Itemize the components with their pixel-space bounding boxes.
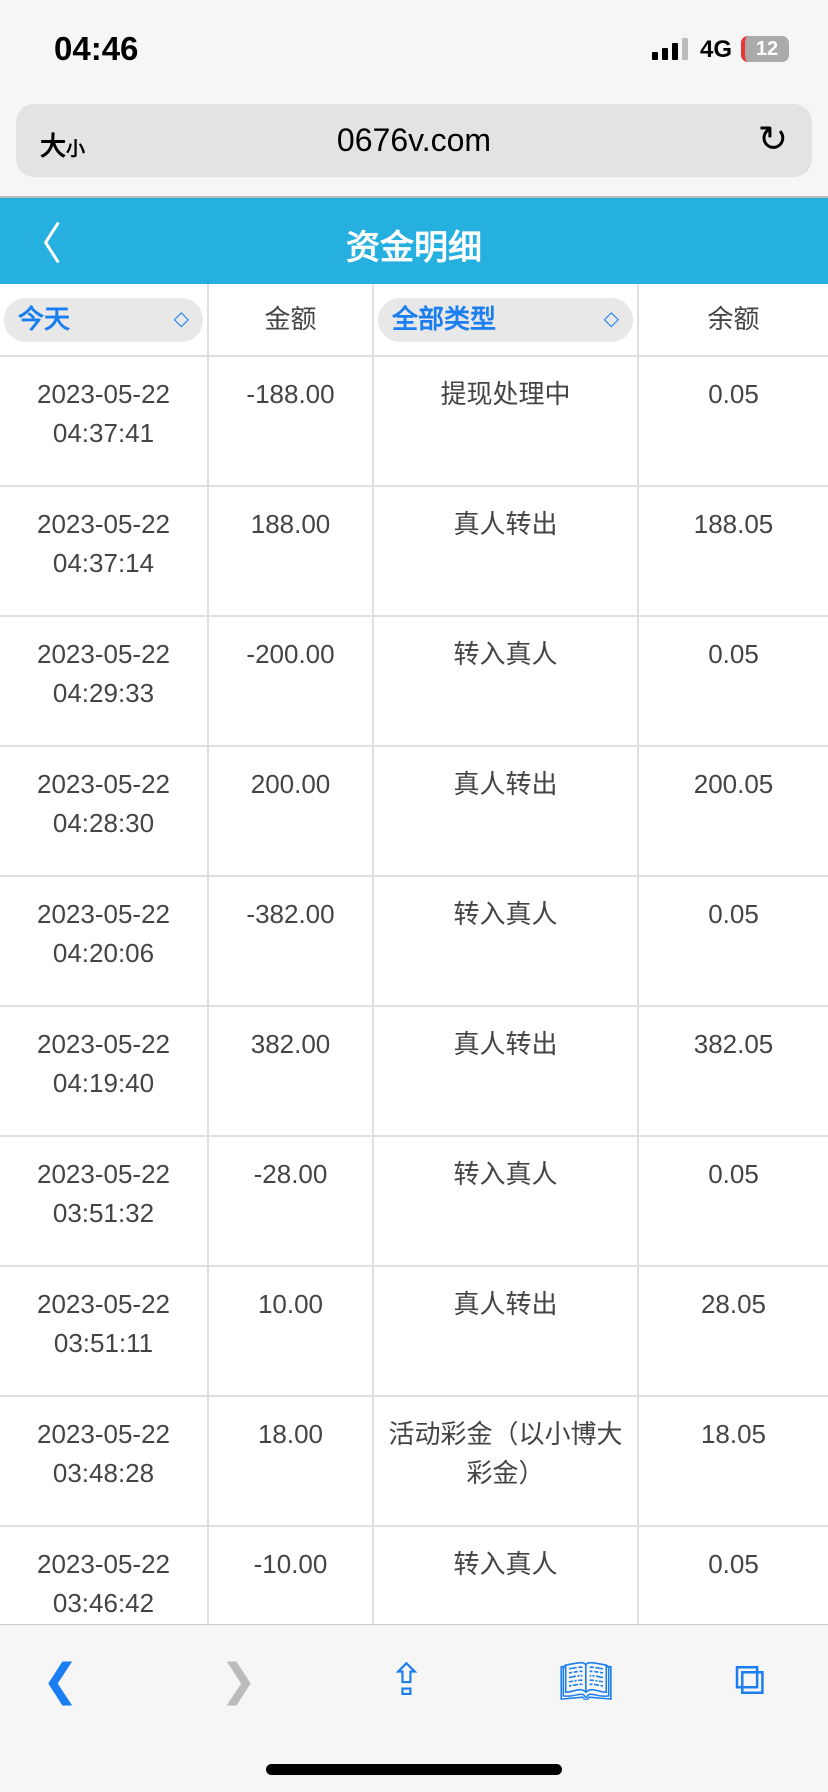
table-row: 2023-05-22 04:28:30 200.00 真人转出 200.05 (0, 746, 828, 877)
table-row: 2023-05-22 03:51:11 10.00 真人转出 28.05 (0, 1266, 828, 1397)
transactions-table: 今天 ◇ 金额 全部类型 ◇ 余额 2023-05-22 04:37:41 -188.… (0, 284, 828, 1657)
date: 2023-05-22 (37, 769, 170, 799)
date: 2023-05-22 (37, 639, 170, 669)
time: 03:51:11 (53, 1328, 154, 1358)
battery-icon: 12 (741, 36, 789, 62)
clock: 04:46 (54, 30, 139, 67)
table-row: 2023-05-22 04:29:33 -200.00 转入真人 0.05 (0, 616, 828, 747)
back-icon[interactable]: 〈 (18, 220, 62, 269)
type-filter-select[interactable]: 全部类型 ◇ (378, 297, 633, 342)
datetime-cell: 2023-05-22 03:51:32 (0, 1136, 209, 1267)
type-cell: 转入真人 (373, 876, 639, 1007)
date: 2023-05-22 (37, 509, 170, 539)
table-row: 2023-05-22 03:51:32 -28.00 转入真人 0.05 (0, 1136, 828, 1267)
date: 2023-05-22 (37, 379, 170, 409)
back-nav-icon[interactable]: ❮ (42, 1656, 79, 1705)
table-row: 2023-05-22 04:37:14 188.00 真人转出 188.05 (0, 486, 828, 617)
url-text[interactable]: 0676v.com (336, 122, 492, 158)
balance-cell: 28.05 (638, 1266, 828, 1397)
table-row: 2023-05-22 03:48:28 18.00 活动彩金（以小博大彩金） 18… (0, 1396, 828, 1527)
amount-cell: -382.00 (208, 876, 374, 1007)
balance-cell: 0.05 (638, 1136, 828, 1267)
tabs-icon[interactable]: ⧉ (734, 1655, 766, 1704)
balance-cell: 0.05 (638, 616, 828, 747)
date: 2023-05-22 (37, 1549, 170, 1579)
text-size-small: 小 (66, 139, 86, 160)
address-bar[interactable]: 大小 0676v.com ↻ (16, 104, 812, 177)
amount-cell: -28.00 (208, 1136, 374, 1267)
amount-cell: 200.00 (208, 746, 374, 877)
time: 04:20:06 (52, 938, 155, 968)
table-row: 2023-05-22 04:19:40 382.00 真人转出 382.05 (0, 1006, 828, 1137)
page-title: 资金明细 (346, 229, 482, 267)
type-filter-value: 全部类型 (392, 304, 497, 334)
balance-cell: 382.05 (638, 1006, 828, 1137)
amount-cell: -188.00 (208, 356, 374, 487)
status-bar: 04:46 4G 12 大小 0676v.com ↻ (0, 0, 828, 196)
type-cell: 转入真人 (373, 1136, 639, 1267)
datetime-cell: 2023-05-22 04:28:30 (0, 746, 209, 877)
reload-icon[interactable]: ↻ (757, 118, 788, 159)
chevron-updown-icon: ◇ (603, 308, 619, 330)
amount-header: 金额 (208, 284, 374, 357)
type-cell: 真人转出 (373, 746, 639, 877)
balance-cell: 200.05 (638, 746, 828, 877)
datetime-cell: 2023-05-22 04:37:14 (0, 486, 209, 617)
type-cell: 真人转出 (373, 486, 639, 617)
text-size-button[interactable]: 大小 (40, 126, 85, 163)
balance-cell: 0.05 (638, 876, 828, 1007)
date-filter-cell: 今天 ◇ (0, 284, 209, 357)
time: 03:51:32 (52, 1198, 155, 1228)
network-label: 4G (700, 36, 733, 63)
amount-cell: 18.00 (208, 1396, 374, 1527)
date: 2023-05-22 (37, 1419, 170, 1449)
time: 04:29:33 (52, 678, 155, 708)
type-cell: 真人转出 (373, 1266, 639, 1397)
page-header: 〈 资金明细 (0, 196, 828, 284)
datetime-cell: 2023-05-22 04:19:40 (0, 1006, 209, 1137)
share-icon[interactable]: ⇪ (388, 1656, 425, 1705)
date: 2023-05-22 (37, 899, 170, 929)
datetime-cell: 2023-05-22 04:29:33 (0, 616, 209, 747)
balance-cell: 188.05 (638, 486, 828, 617)
table-row: 2023-05-22 04:37:41 -188.00 提现处理中 0.05 (0, 356, 828, 487)
amount-cell: 382.00 (208, 1006, 374, 1137)
time: 04:19:40 (52, 1068, 155, 1098)
amount-cell: -200.00 (208, 616, 374, 747)
balance-header: 余额 (638, 284, 828, 357)
datetime-cell: 2023-05-22 04:20:06 (0, 876, 209, 1007)
amount-cell: 188.00 (208, 486, 374, 617)
time: 04:28:30 (52, 808, 155, 838)
datetime-cell: 2023-05-22 03:51:11 (0, 1266, 209, 1397)
type-cell: 真人转出 (373, 1006, 639, 1137)
table-row: 2023-05-22 04:20:06 -382.00 转入真人 0.05 (0, 876, 828, 1007)
time: 04:37:41 (52, 418, 155, 448)
type-cell: 提现处理中 (373, 356, 639, 487)
datetime-cell: 2023-05-22 04:37:41 (0, 356, 209, 487)
date: 2023-05-22 (37, 1029, 170, 1059)
chevron-updown-icon: ◇ (173, 308, 189, 330)
amount-cell: 10.00 (208, 1266, 374, 1397)
date-filter-select[interactable]: 今天 ◇ (4, 297, 203, 342)
type-cell: 转入真人 (373, 616, 639, 747)
balance-cell: 18.05 (638, 1396, 828, 1527)
time: 03:46:42 (52, 1588, 155, 1618)
forward-nav-icon[interactable]: ❯ (220, 1656, 257, 1705)
signal-icon (652, 38, 688, 60)
balance-cell: 0.05 (638, 356, 828, 487)
home-indicator (266, 1764, 562, 1775)
bookmarks-icon[interactable]: 📖︎ (558, 1657, 614, 1706)
time: 04:37:14 (52, 548, 155, 578)
date: 2023-05-22 (37, 1289, 170, 1319)
time: 03:48:28 (52, 1458, 155, 1488)
date-filter-value: 今天 (18, 304, 71, 334)
type-filter-cell: 全部类型 ◇ (373, 284, 639, 357)
date: 2023-05-22 (37, 1159, 170, 1189)
text-size-large: 大 (40, 131, 67, 161)
type-cell: 活动彩金（以小博大彩金） (373, 1396, 639, 1527)
datetime-cell: 2023-05-22 03:48:28 (0, 1396, 209, 1527)
